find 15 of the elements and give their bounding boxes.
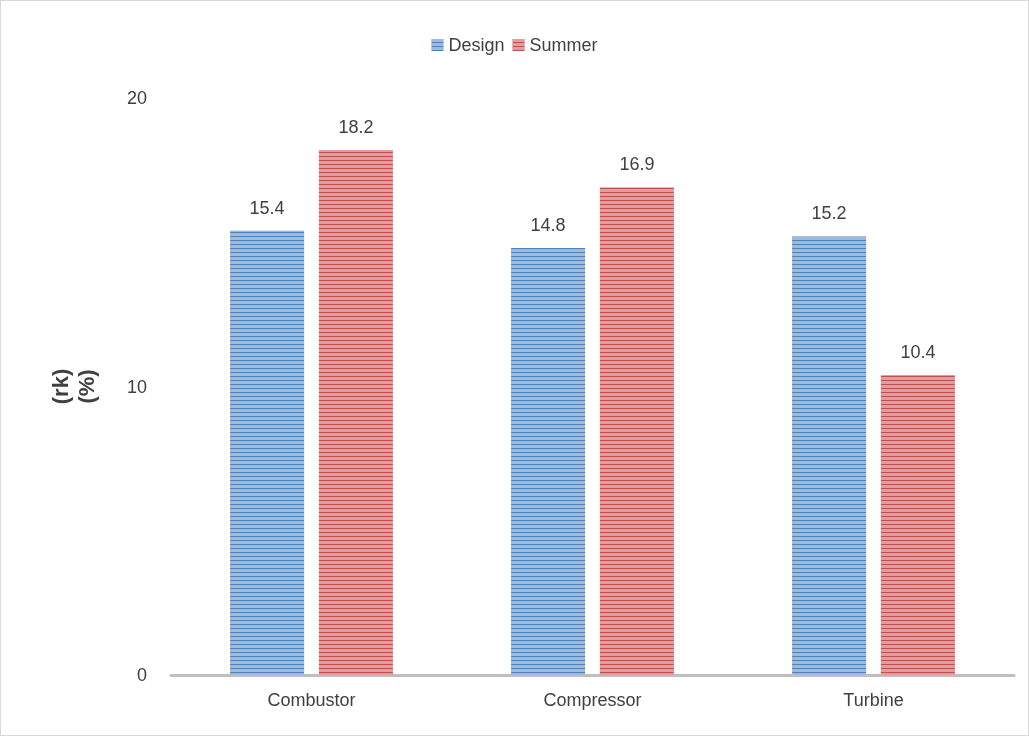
data-label: 10.4 bbox=[900, 341, 936, 362]
legend-label: Summer bbox=[529, 35, 598, 55]
data-label: 16.9 bbox=[619, 154, 655, 175]
legend-label: Design bbox=[448, 35, 505, 55]
y-tick-label: 10 bbox=[126, 376, 147, 397]
x-tick-label: Combustor bbox=[267, 690, 356, 710]
y-axis-title: (rk) (%) bbox=[47, 368, 99, 405]
y-tick-label: 0 bbox=[136, 665, 147, 685]
data-label: 15.2 bbox=[811, 203, 847, 224]
data-label: 18.2 bbox=[338, 116, 374, 137]
x-tick-label: Turbine bbox=[843, 690, 904, 710]
data-label: 15.4 bbox=[249, 197, 285, 218]
y-tick-label: 20 bbox=[126, 88, 147, 108]
data-label: 14.8 bbox=[530, 215, 566, 236]
x-tick-label: Compressor bbox=[543, 690, 642, 710]
